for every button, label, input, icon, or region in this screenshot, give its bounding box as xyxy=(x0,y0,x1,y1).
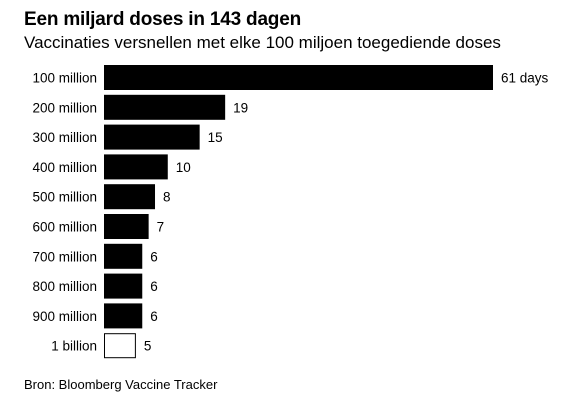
value-label: 7 xyxy=(157,220,165,235)
bar xyxy=(104,214,149,239)
value-label: 6 xyxy=(150,249,158,264)
category-label: 600 million xyxy=(32,220,97,235)
category-label: 100 million xyxy=(32,71,97,86)
category-label: 800 million xyxy=(32,279,97,294)
bar xyxy=(104,303,143,329)
category-label: 400 million xyxy=(32,160,97,175)
bar xyxy=(104,243,143,269)
bar xyxy=(104,154,168,180)
bar xyxy=(104,65,493,90)
bar xyxy=(104,273,143,299)
value-label: 5 xyxy=(144,339,152,354)
bar xyxy=(104,184,156,210)
value-label: 10 xyxy=(176,160,191,175)
bar xyxy=(104,124,200,150)
chart-subtitle: Vaccinaties versnellen met elke 100 milj… xyxy=(24,33,501,52)
value-label: 19 xyxy=(233,100,248,115)
value-label: 15 xyxy=(208,130,223,145)
bar xyxy=(104,333,136,359)
chart-title: Een miljard doses in 143 dagen xyxy=(24,9,301,30)
category-label: 900 million xyxy=(32,309,97,324)
value-label: 8 xyxy=(163,190,171,205)
value-label: 61 days xyxy=(501,71,549,86)
value-label: 6 xyxy=(150,309,158,324)
category-label: 700 million xyxy=(32,249,97,264)
value-label: 6 xyxy=(150,279,158,294)
category-label: 500 million xyxy=(32,190,97,205)
category-label: 1 billion xyxy=(51,339,97,354)
bar xyxy=(104,94,226,120)
category-label: 200 million xyxy=(32,100,97,115)
category-label: 300 million xyxy=(32,130,97,145)
source-note: Bron: Bloomberg Vaccine Tracker xyxy=(24,377,218,392)
